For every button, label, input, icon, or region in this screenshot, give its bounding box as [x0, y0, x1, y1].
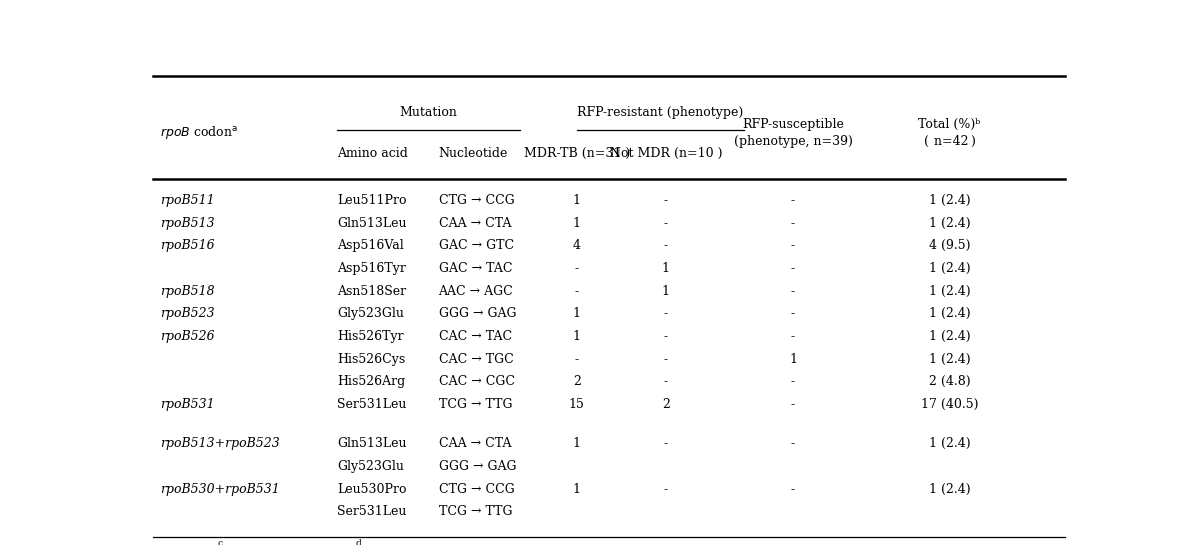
- Text: -: -: [575, 284, 579, 298]
- Text: RFP-susceptible
(phenotype, n=39): RFP-susceptible (phenotype, n=39): [733, 118, 853, 148]
- Text: c: c: [217, 540, 222, 545]
- Text: Nucleotide: Nucleotide: [438, 147, 508, 160]
- Text: Leu530Pro: Leu530Pro: [337, 483, 406, 496]
- Text: -: -: [791, 483, 795, 496]
- Text: CAA → CTA: CAA → CTA: [438, 217, 511, 229]
- Text: GGG → GAG: GGG → GAG: [438, 460, 516, 473]
- Text: -: -: [664, 239, 668, 252]
- Text: RFP-resistant (phenotype): RFP-resistant (phenotype): [577, 106, 744, 119]
- Text: -: -: [664, 483, 668, 496]
- Text: 1 (2.4): 1 (2.4): [929, 217, 971, 229]
- Text: 1: 1: [573, 330, 581, 343]
- Text: 4: 4: [573, 239, 581, 252]
- Text: 1: 1: [662, 284, 670, 298]
- Text: Mutation: Mutation: [399, 106, 457, 119]
- Text: rpoB518: rpoB518: [160, 284, 215, 298]
- Text: rpoB526: rpoB526: [160, 330, 215, 343]
- Text: Ser531Leu: Ser531Leu: [337, 398, 406, 411]
- Text: CAC → TAC: CAC → TAC: [438, 330, 512, 343]
- Text: d: d: [355, 540, 361, 545]
- Text: His526Tyr: His526Tyr: [337, 330, 404, 343]
- Text: rpoB530+rpoB531: rpoB530+rpoB531: [160, 483, 280, 496]
- Text: 1 (2.4): 1 (2.4): [929, 353, 971, 366]
- Text: 1: 1: [662, 262, 670, 275]
- Text: 1: 1: [573, 307, 581, 320]
- Text: 1 (2.4): 1 (2.4): [929, 483, 971, 496]
- Text: -: -: [664, 217, 668, 229]
- Text: 1 (2.4): 1 (2.4): [929, 330, 971, 343]
- Text: 15: 15: [569, 398, 584, 411]
- Text: rpoB523: rpoB523: [160, 307, 215, 320]
- Text: GAC → TAC: GAC → TAC: [438, 262, 512, 275]
- Text: His526Arg: His526Arg: [337, 376, 405, 389]
- Text: Leu511Pro: Leu511Pro: [337, 194, 406, 207]
- Text: 1 (2.4): 1 (2.4): [929, 194, 971, 207]
- Text: Ser531Leu: Ser531Leu: [337, 505, 406, 518]
- Text: Gly523Glu: Gly523Glu: [337, 307, 404, 320]
- Text: 1: 1: [573, 438, 581, 450]
- Text: -: -: [791, 239, 795, 252]
- Text: -: -: [791, 330, 795, 343]
- Text: rpoB513+rpoB523: rpoB513+rpoB523: [160, 438, 280, 450]
- Text: 1 (2.4): 1 (2.4): [929, 262, 971, 275]
- Text: CAA → CTA: CAA → CTA: [438, 438, 511, 450]
- Text: -: -: [664, 376, 668, 389]
- Text: 1: 1: [573, 483, 581, 496]
- Text: Not MDR (n=10 ): Not MDR (n=10 ): [609, 147, 722, 160]
- Text: Asp516Tyr: Asp516Tyr: [337, 262, 406, 275]
- Text: MDR-TB (n=31 ): MDR-TB (n=31 ): [524, 147, 630, 160]
- Text: 17 (40.5): 17 (40.5): [921, 398, 978, 411]
- Text: TCG → TTG: TCG → TTG: [438, 398, 512, 411]
- Text: 1: 1: [573, 194, 581, 207]
- Text: His526Cys: His526Cys: [337, 353, 405, 366]
- Text: rpoB516: rpoB516: [160, 239, 215, 252]
- Text: 1: 1: [789, 353, 797, 366]
- Text: Gly523Glu: Gly523Glu: [337, 460, 404, 473]
- Text: Gln513Leu: Gln513Leu: [337, 438, 406, 450]
- Text: 1 (2.4): 1 (2.4): [929, 284, 971, 298]
- Text: Asn518Ser: Asn518Ser: [337, 284, 406, 298]
- Text: Total (%)ᵇ
(  n=42 ): Total (%)ᵇ ( n=42 ): [918, 118, 980, 148]
- Text: -: -: [664, 438, 668, 450]
- Text: 2 (4.8): 2 (4.8): [929, 376, 971, 389]
- Text: GAC → GTC: GAC → GTC: [438, 239, 513, 252]
- Text: $\mathit{rpoB}$ codon$^{\mathrm{a}}$: $\mathit{rpoB}$ codon$^{\mathrm{a}}$: [160, 124, 239, 142]
- Text: Gln513Leu: Gln513Leu: [337, 217, 406, 229]
- Text: 4 (9.5): 4 (9.5): [929, 239, 971, 252]
- Text: -: -: [575, 353, 579, 366]
- Text: CTG → CCG: CTG → CCG: [438, 483, 514, 496]
- Text: -: -: [791, 307, 795, 320]
- Text: -: -: [791, 262, 795, 275]
- Text: GGG → GAG: GGG → GAG: [438, 307, 516, 320]
- Text: TCG → TTG: TCG → TTG: [438, 505, 512, 518]
- Text: 2: 2: [573, 376, 581, 389]
- Text: -: -: [791, 398, 795, 411]
- Text: 1 (2.4): 1 (2.4): [929, 438, 971, 450]
- Text: CAC → TGC: CAC → TGC: [438, 353, 513, 366]
- Text: CTG → CCG: CTG → CCG: [438, 194, 514, 207]
- Text: -: -: [791, 217, 795, 229]
- Text: -: -: [791, 284, 795, 298]
- Text: Amino acid: Amino acid: [337, 147, 409, 160]
- Text: rpoB511: rpoB511: [160, 194, 215, 207]
- Text: Asp516Val: Asp516Val: [337, 239, 404, 252]
- Text: -: -: [664, 194, 668, 207]
- Text: -: -: [575, 262, 579, 275]
- Text: -: -: [664, 330, 668, 343]
- Text: 1: 1: [573, 217, 581, 229]
- Text: AAC → AGC: AAC → AGC: [438, 284, 513, 298]
- Text: -: -: [664, 353, 668, 366]
- Text: 2: 2: [662, 398, 670, 411]
- Text: -: -: [664, 307, 668, 320]
- Text: rpoB513: rpoB513: [160, 217, 215, 229]
- Text: 1 (2.4): 1 (2.4): [929, 307, 971, 320]
- Text: -: -: [791, 438, 795, 450]
- Text: rpoB531: rpoB531: [160, 398, 215, 411]
- Text: CAC → CGC: CAC → CGC: [438, 376, 514, 389]
- Text: -: -: [791, 376, 795, 389]
- Text: -: -: [791, 194, 795, 207]
